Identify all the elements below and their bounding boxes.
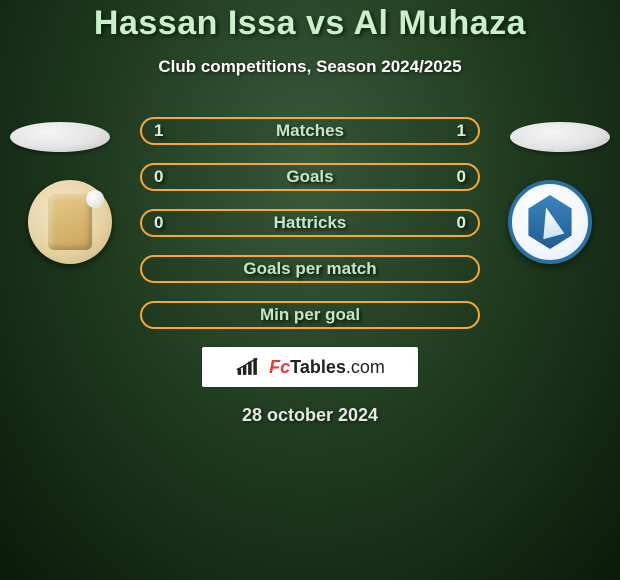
stat-row: Min per goal xyxy=(140,301,480,329)
team-right-flag xyxy=(510,122,610,152)
stat-label: Hattricks xyxy=(140,209,480,237)
stat-right-value: 0 xyxy=(457,209,466,237)
stat-row: Matches1 1 xyxy=(140,117,480,145)
team-left-logo xyxy=(28,180,112,264)
stat-label: Goals xyxy=(140,163,480,191)
stat-label: Min per goal xyxy=(140,301,480,329)
stat-left-value: 1 xyxy=(154,117,163,145)
stat-row: Goals0 0 xyxy=(140,163,480,191)
badge-suffix: .com xyxy=(346,357,385,378)
stat-label: Goals per match xyxy=(140,255,480,283)
badge-prefix: Fc xyxy=(269,357,290,378)
stat-label: Matches xyxy=(140,117,480,145)
comparison-title: Hassan Issa vs Al Muhaza xyxy=(0,0,620,43)
fctables-badge[interactable]: Fc Tables .com xyxy=(202,347,418,387)
team-left-flag xyxy=(10,122,110,152)
stat-row: Goals per match xyxy=(140,255,480,283)
stat-right-value: 0 xyxy=(457,163,466,191)
bar-chart-icon xyxy=(235,356,263,378)
badge-rest: Tables xyxy=(290,357,346,378)
stat-left-value: 0 xyxy=(154,209,163,237)
comparison-subtitle: Club competitions, Season 2024/2025 xyxy=(0,57,620,77)
team-right-logo-inner xyxy=(523,195,577,249)
comparison-date: 28 october 2024 xyxy=(0,405,620,426)
stat-right-value: 1 xyxy=(457,117,466,145)
team-right-logo xyxy=(508,180,592,264)
stat-left-value: 0 xyxy=(154,163,163,191)
fctables-badge-text: Fc Tables .com xyxy=(269,357,385,378)
stat-row: Hattricks0 0 xyxy=(140,209,480,237)
